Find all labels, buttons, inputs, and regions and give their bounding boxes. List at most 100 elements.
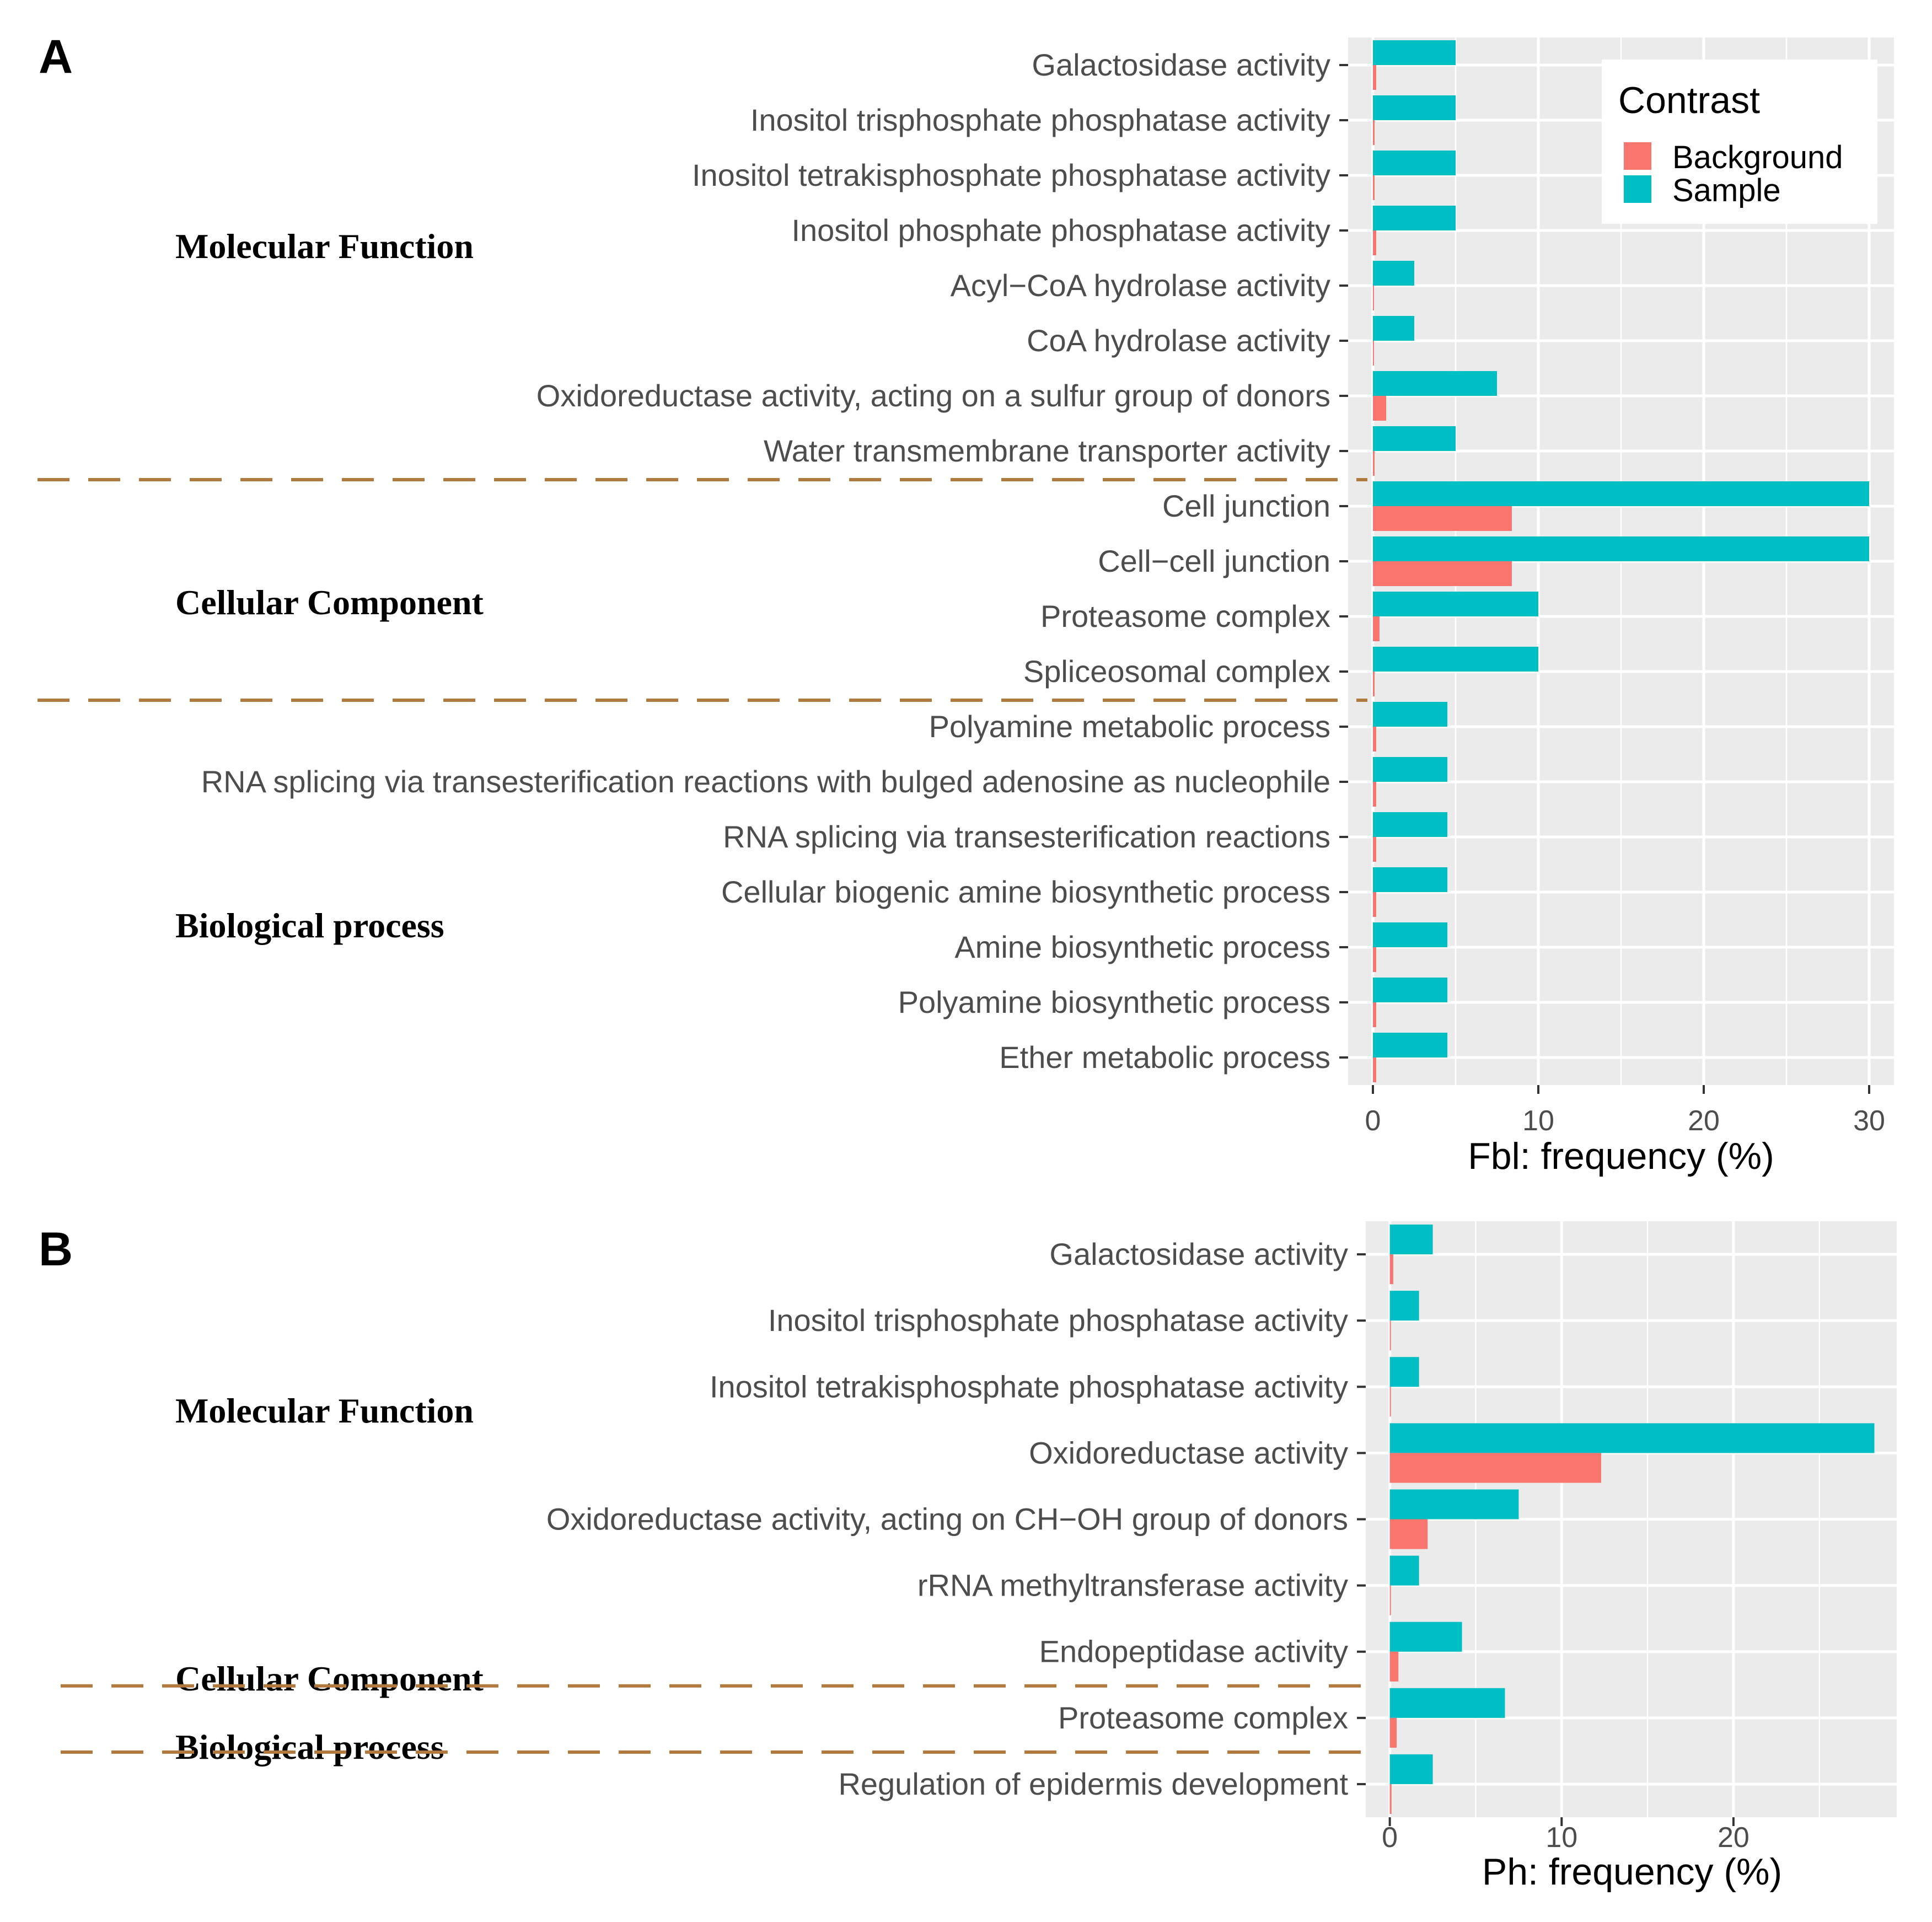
bar-sample-polyamine-metabolic-process	[1373, 702, 1447, 727]
bar-background-polyamine-metabolic-process	[1373, 727, 1376, 751]
bar-sample-inositol-phosphate-phosphatase-activity	[1373, 206, 1456, 230]
bar-sample-proteasome-complex	[1389, 1688, 1505, 1718]
bar-background-oxidoreductase-activity	[1389, 1453, 1601, 1483]
bar-sample-rrna-methyltransferase-activity	[1389, 1555, 1419, 1586]
bar-background-ether-metabolic-process	[1373, 1057, 1376, 1082]
x-tick-label: 20	[1718, 1822, 1749, 1854]
category-label: Inositol phosphate phosphatase activity	[791, 213, 1330, 248]
bar-sample-coa-hydrolase-activity	[1373, 316, 1414, 341]
category-label: Ether metabolic process	[999, 1040, 1330, 1075]
bar-background-water-transmembrane-transporter-activity	[1373, 451, 1375, 476]
legend-swatch-background	[1624, 142, 1651, 170]
bar-sample-inositol-trisphosphate-phosphatase-activity	[1389, 1291, 1419, 1321]
category-label: Inositol trisphosphate phosphatase activ…	[750, 103, 1330, 137]
bar-background-inositol-tetrakisphosphate-phosphatase-activity	[1373, 175, 1375, 200]
bar-sample-regulation-of-epidermis-development	[1389, 1754, 1433, 1784]
bar-background-coa-hydrolase-activity	[1373, 341, 1374, 366]
bar-sample-galactosidase-activity	[1373, 40, 1456, 65]
bar-sample-acyl-coa-hydrolase-activity	[1373, 261, 1414, 286]
panel-a-tag: A	[39, 30, 73, 83]
bar-background-inositol-trisphosphate-phosphatase-activity	[1373, 120, 1375, 145]
category-label: Endopeptidase activity	[1039, 1634, 1348, 1669]
bar-sample-cellular-biogenic-amine-biosynthetic-process	[1373, 867, 1447, 892]
bar-sample-polyamine-biosynthetic-process	[1373, 978, 1447, 1002]
bar-sample-oxidoreductase-activity-acting-on-ch-oh-group-of-donors	[1389, 1489, 1519, 1520]
bar-sample-oxidoreductase-activity-acting-on-a-sulfur-group-of-donors	[1373, 371, 1497, 396]
category-label: Oxidoreductase activity	[1029, 1435, 1348, 1470]
bar-sample-inositol-tetrakisphosphate-phosphatase-activity	[1389, 1357, 1419, 1387]
bar-background-inositol-phosphate-phosphatase-activity	[1373, 230, 1376, 255]
category-label: RNA splicing via transesterification rea…	[723, 819, 1330, 854]
x-axis-title: Fbl: frequency (%)	[1468, 1135, 1774, 1177]
bar-background-oxidoreductase-activity-acting-on-a-sulfur-group-of-donors	[1373, 396, 1386, 421]
x-tick-label: 20	[1688, 1105, 1720, 1137]
bar-background-inositol-trisphosphate-phosphatase-activity	[1389, 1320, 1391, 1351]
legend-swatch-sample	[1624, 175, 1651, 203]
category-label: Inositol tetrakisphosphate phosphatase a…	[692, 158, 1330, 192]
category-label: Proteasome complex	[1040, 599, 1330, 633]
group-label-biological-process: Biological process	[175, 906, 444, 945]
category-label: Proteasome complex	[1058, 1700, 1348, 1735]
bar-sample-rna-splicing-via-transesterification-reactions-with-bulged-adenosine-as-nucleophile	[1373, 757, 1447, 782]
bar-background-cellular-biogenic-amine-biosynthetic-process	[1373, 892, 1376, 917]
bar-background-polyamine-biosynthetic-process	[1373, 1002, 1376, 1027]
group-label-cellular-component: Cellular Component	[175, 583, 484, 622]
bar-background-proteasome-complex	[1373, 616, 1380, 641]
bar-sample-inositol-tetrakisphosphate-phosphatase-activity	[1373, 151, 1456, 175]
category-label: Galactosidase activity	[1049, 1237, 1348, 1271]
bar-background-acyl-coa-hydrolase-activity	[1373, 286, 1374, 310]
category-label: Regulation of epidermis development	[838, 1767, 1348, 1801]
bar-background-inositol-tetrakisphosphate-phosphatase-activity	[1389, 1387, 1391, 1417]
bar-sample-water-transmembrane-transporter-activity	[1373, 426, 1456, 451]
category-label: Inositol trisphosphate phosphatase activ…	[768, 1303, 1348, 1338]
bar-sample-spliceosomal-complex	[1373, 647, 1538, 672]
bar-background-proteasome-complex	[1389, 1717, 1397, 1748]
category-label: Inositol tetrakisphosphate phosphatase a…	[710, 1369, 1348, 1404]
bar-background-galactosidase-activity	[1389, 1254, 1393, 1285]
bar-background-cell-cell-junction	[1373, 561, 1512, 586]
bar-background-rna-splicing-via-transesterification-reactions-with-bulged-adenosine-as-nucleophile	[1373, 782, 1376, 807]
bar-background-spliceosomal-complex	[1373, 672, 1375, 696]
category-label: Polyamine biosynthetic process	[898, 985, 1330, 1019]
bar-sample-ether-metabolic-process	[1373, 1033, 1447, 1057]
category-label: Cell−cell junction	[1098, 544, 1330, 578]
bar-background-amine-biosynthetic-process	[1373, 947, 1376, 972]
group-label-molecular-function: Molecular Function	[175, 227, 474, 266]
category-label: Cell junction	[1162, 488, 1330, 523]
group-label-cellular-component: Cellular Component	[175, 1659, 484, 1698]
x-tick-label: 0	[1382, 1822, 1398, 1854]
bar-background-rrna-methyltransferase-activity	[1389, 1585, 1391, 1615]
x-tick-label: 30	[1853, 1105, 1885, 1137]
bar-sample-oxidoreductase-activity	[1389, 1423, 1875, 1453]
bar-background-rna-splicing-via-transesterification-reactions	[1373, 837, 1376, 862]
x-axis-title: Ph: frequency (%)	[1482, 1851, 1782, 1893]
bar-sample-proteasome-complex	[1373, 592, 1538, 616]
category-label: Oxidoreductase activity, acting on a sul…	[536, 378, 1330, 413]
bar-background-endopeptidase-activity	[1389, 1651, 1399, 1682]
panel-b-tag: B	[39, 1223, 73, 1276]
bar-sample-cell-cell-junction	[1373, 536, 1869, 561]
bar-background-oxidoreductase-activity-acting-on-ch-oh-group-of-donors	[1389, 1519, 1428, 1549]
group-label-molecular-function: Molecular Function	[175, 1391, 474, 1430]
category-label: Cellular biogenic amine biosynthetic pro…	[721, 874, 1330, 909]
bar-background-regulation-of-epidermis-development	[1389, 1784, 1392, 1814]
legend-title: Contrast	[1618, 79, 1760, 121]
legend: Contrast Background Sample	[1602, 60, 1877, 224]
category-label: RNA splicing via transesterification rea…	[201, 764, 1330, 799]
bar-sample-cell-junction	[1373, 481, 1869, 506]
category-label: Acyl−CoA hydrolase activity	[951, 268, 1330, 303]
legend-label-background: Background	[1672, 139, 1843, 175]
category-label: Galactosidase activity	[1032, 47, 1330, 82]
bar-sample-endopeptidase-activity	[1389, 1622, 1462, 1652]
legend-label-sample: Sample	[1672, 173, 1781, 208]
panel-b-chart: Galactosidase activity Inositol trisphosp…	[61, 1221, 1897, 1893]
group-label-biological-process: Biological process	[175, 1727, 444, 1767]
category-label: CoA hydrolase activity	[1027, 323, 1330, 358]
category-label: Spliceosomal complex	[1023, 654, 1330, 689]
bar-sample-inositol-trisphosphate-phosphatase-activity	[1373, 95, 1456, 120]
category-label: Water transmembrane transporter activity	[764, 433, 1330, 468]
x-tick-label: 0	[1365, 1105, 1381, 1137]
bar-background-galactosidase-activity	[1373, 65, 1376, 90]
bar-sample-galactosidase-activity	[1389, 1225, 1433, 1255]
